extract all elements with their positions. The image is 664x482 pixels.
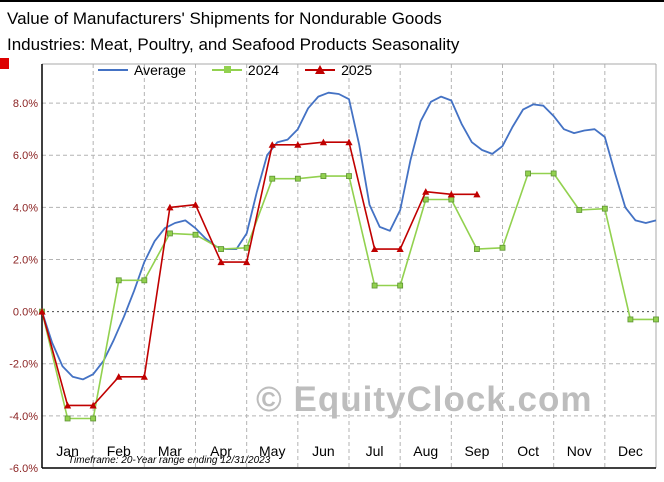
series-average bbox=[41, 91, 657, 381]
legend-line-sample-average bbox=[98, 64, 128, 76]
svg-text:-4.0%: -4.0% bbox=[9, 411, 38, 423]
corner-marker bbox=[0, 58, 9, 69]
svg-text:6.0%: 6.0% bbox=[13, 150, 38, 162]
y-axis-labels: 8.0% 6.0% 4.0% 2.0% 0.0% -2.0% -4.0% -6.0% bbox=[9, 98, 38, 475]
legend-line-sample-2024 bbox=[211, 64, 242, 76]
legend-line-sample-2025 bbox=[305, 64, 336, 76]
svg-text:Apr: Apr bbox=[210, 443, 232, 459]
svg-text:-2.0%: -2.0% bbox=[9, 359, 38, 371]
legend-label-2024: 2024 bbox=[247, 62, 280, 78]
svg-text:Dec: Dec bbox=[618, 443, 643, 459]
legend-item-average: Average bbox=[98, 62, 186, 78]
svg-text:Aug: Aug bbox=[413, 443, 438, 459]
legend-label-average: Average bbox=[134, 62, 186, 78]
svg-text:Feb: Feb bbox=[107, 443, 131, 459]
svg-text:8.0%: 8.0% bbox=[13, 98, 38, 110]
chart-title-line2: Industries: Meat, Poultry, and Seafood P… bbox=[7, 35, 460, 55]
timeframe-footnote: Timeframe: 20-Year range ending 12/31/20… bbox=[68, 455, 271, 466]
svg-text:Oct: Oct bbox=[517, 443, 539, 459]
gridlines bbox=[42, 63, 657, 468]
svg-text:Mar: Mar bbox=[158, 443, 182, 459]
series-2025 bbox=[38, 138, 481, 409]
axes bbox=[41, 64, 656, 469]
legend-triangle-marker-icon bbox=[315, 65, 326, 74]
legend-label-2025: 2025 bbox=[341, 62, 373, 78]
svg-text:Sep: Sep bbox=[464, 443, 489, 459]
svg-text:May: May bbox=[259, 443, 285, 459]
svg-text:4.0%: 4.0% bbox=[13, 202, 38, 214]
chart-legend: Average 2024 2025 bbox=[98, 62, 372, 78]
svg-text:Jul: Jul bbox=[366, 443, 384, 459]
legend-square-marker-icon bbox=[223, 66, 231, 73]
svg-text:2.0%: 2.0% bbox=[13, 254, 38, 266]
svg-text:-6.0%: -6.0% bbox=[9, 463, 38, 475]
svg-text:Nov: Nov bbox=[567, 443, 592, 459]
svg-text:Jan: Jan bbox=[56, 443, 79, 459]
series-2024 bbox=[39, 170, 659, 422]
watermark: © EquityClock.com bbox=[256, 380, 593, 419]
svg-text:0.0%: 0.0% bbox=[13, 307, 38, 319]
legend-item-2024: 2024 bbox=[211, 62, 280, 78]
x-axis-labels: Jan Feb Mar Apr May Jun Jul Aug Sep Oct Nov Dec bbox=[56, 443, 643, 459]
legend-item-2025: 2025 bbox=[305, 62, 372, 78]
chart-title-line1: Value of Manufacturers' Shipments for No… bbox=[7, 9, 442, 28]
svg-text:Jun: Jun bbox=[312, 443, 335, 459]
chart-title: Value of Manufacturers' Shipments for No… bbox=[7, 6, 657, 59]
